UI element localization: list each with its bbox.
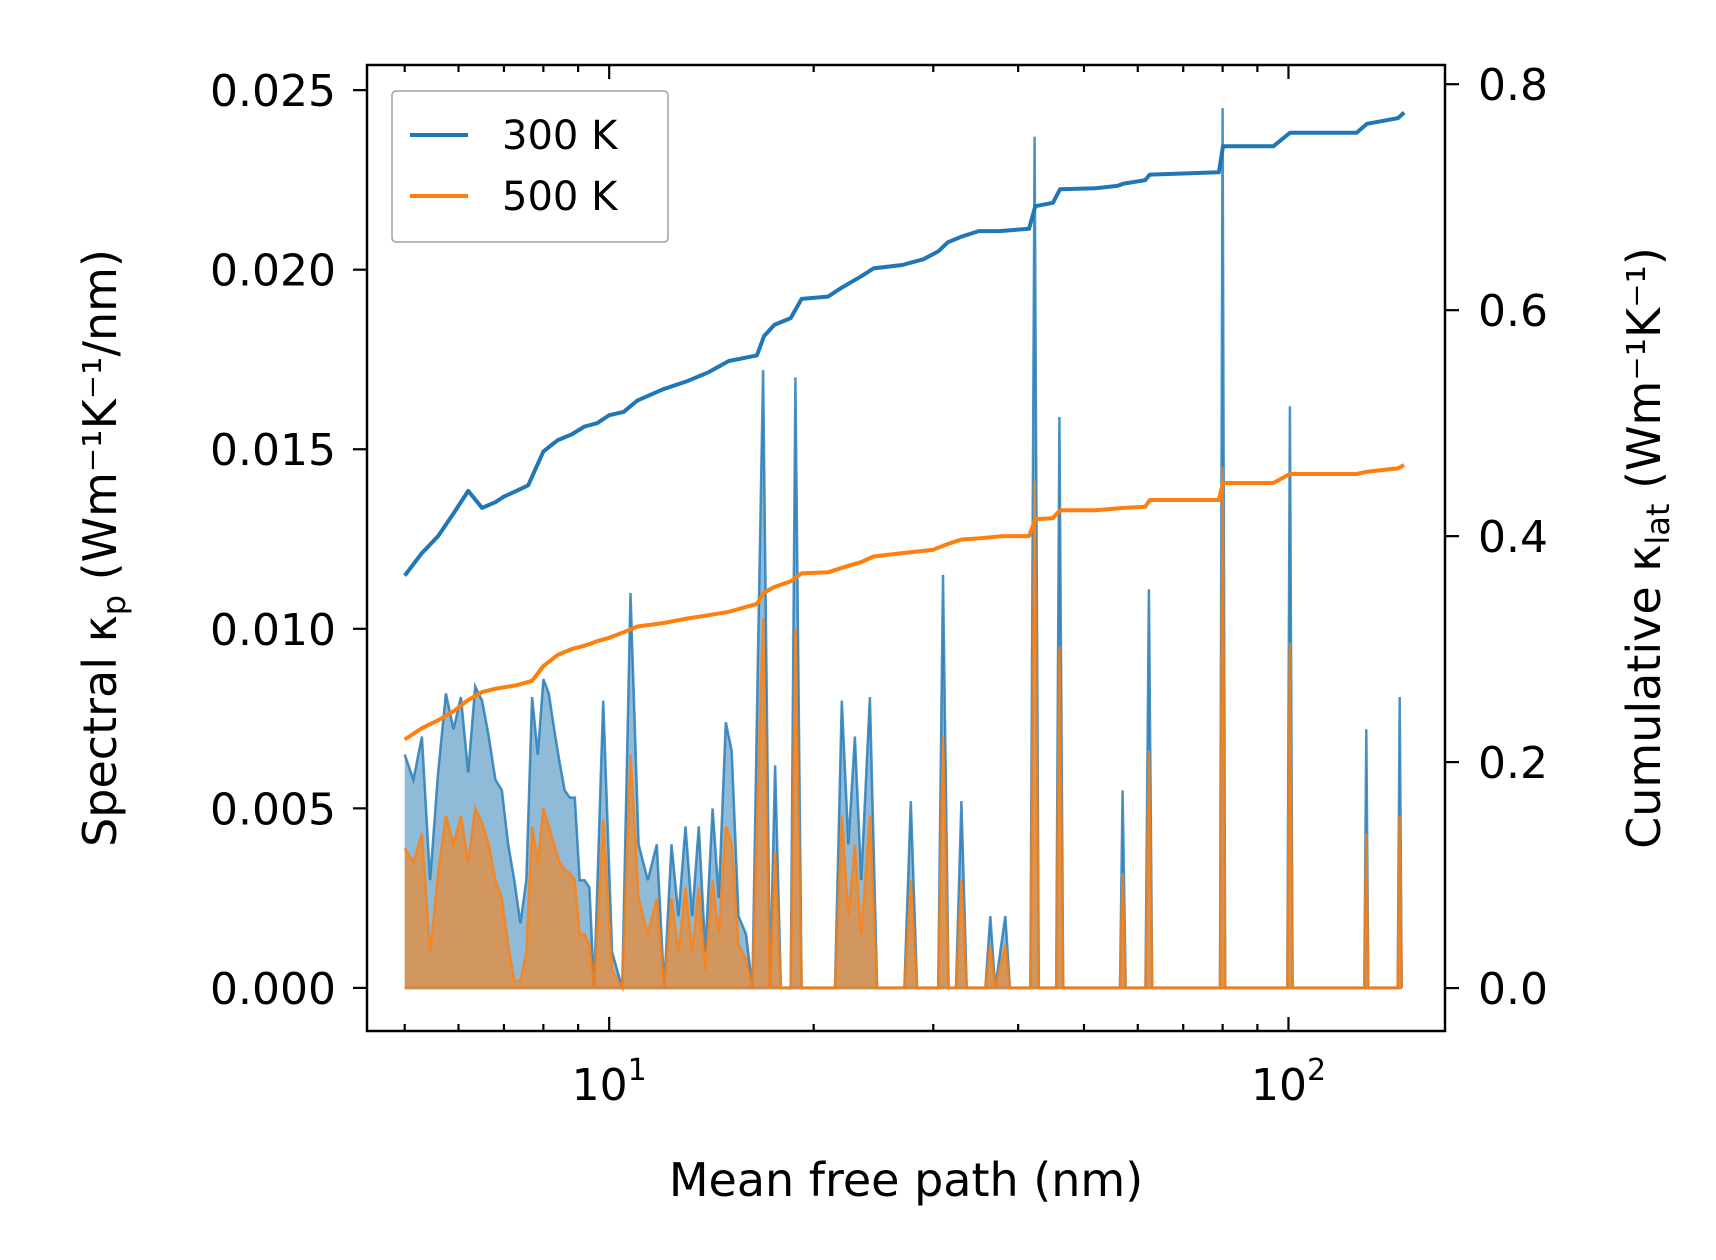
legend-label-300k: 300 K: [502, 113, 619, 159]
left-tick-label-5: 0.025: [210, 66, 336, 117]
right-tick-label-1: 0.2: [1478, 738, 1548, 789]
spectral-fill-300k: [404, 108, 1402, 988]
right-axis-label: Cumulative κlat (Wm⁻¹K⁻¹): [1617, 247, 1677, 849]
legend: 300 K 500 K: [391, 90, 669, 243]
spectral-fill-500k: [404, 467, 1402, 988]
left-tick-label-3: 0.015: [210, 425, 336, 476]
x-tick-label-10: 101: [572, 1053, 647, 1111]
cumulative-line-500k: [403, 463, 1406, 742]
x-axis-label: Mean free path (nm): [669, 1153, 1143, 1207]
right-tick-label-0: 0.0: [1478, 964, 1548, 1015]
plot-frame: [365, 63, 1447, 1033]
left-axis-label: Spectral κp (Wm⁻¹K⁻¹/nm): [73, 249, 133, 847]
left-tick-label-1: 0.005: [210, 784, 336, 835]
left-tick-label-0: 0.000: [210, 964, 336, 1015]
spectral-fills: [403, 108, 1403, 993]
legend-label-500k: 500 K: [502, 174, 619, 220]
left-tick-label-4: 0.020: [210, 246, 336, 297]
data-lines: [403, 111, 1406, 742]
left-tick-label-2: 0.010: [210, 605, 336, 656]
right-tick-label-2: 0.4: [1478, 512, 1548, 563]
cumulative-line-300k: [403, 111, 1406, 577]
right-tick-label-4: 0.8: [1478, 60, 1548, 111]
right-tick-label-3: 0.6: [1478, 286, 1548, 337]
axis-ticks: [353, 65, 1459, 1031]
legend-box: [391, 90, 669, 243]
x-tick-label-100: 102: [1251, 1053, 1326, 1111]
